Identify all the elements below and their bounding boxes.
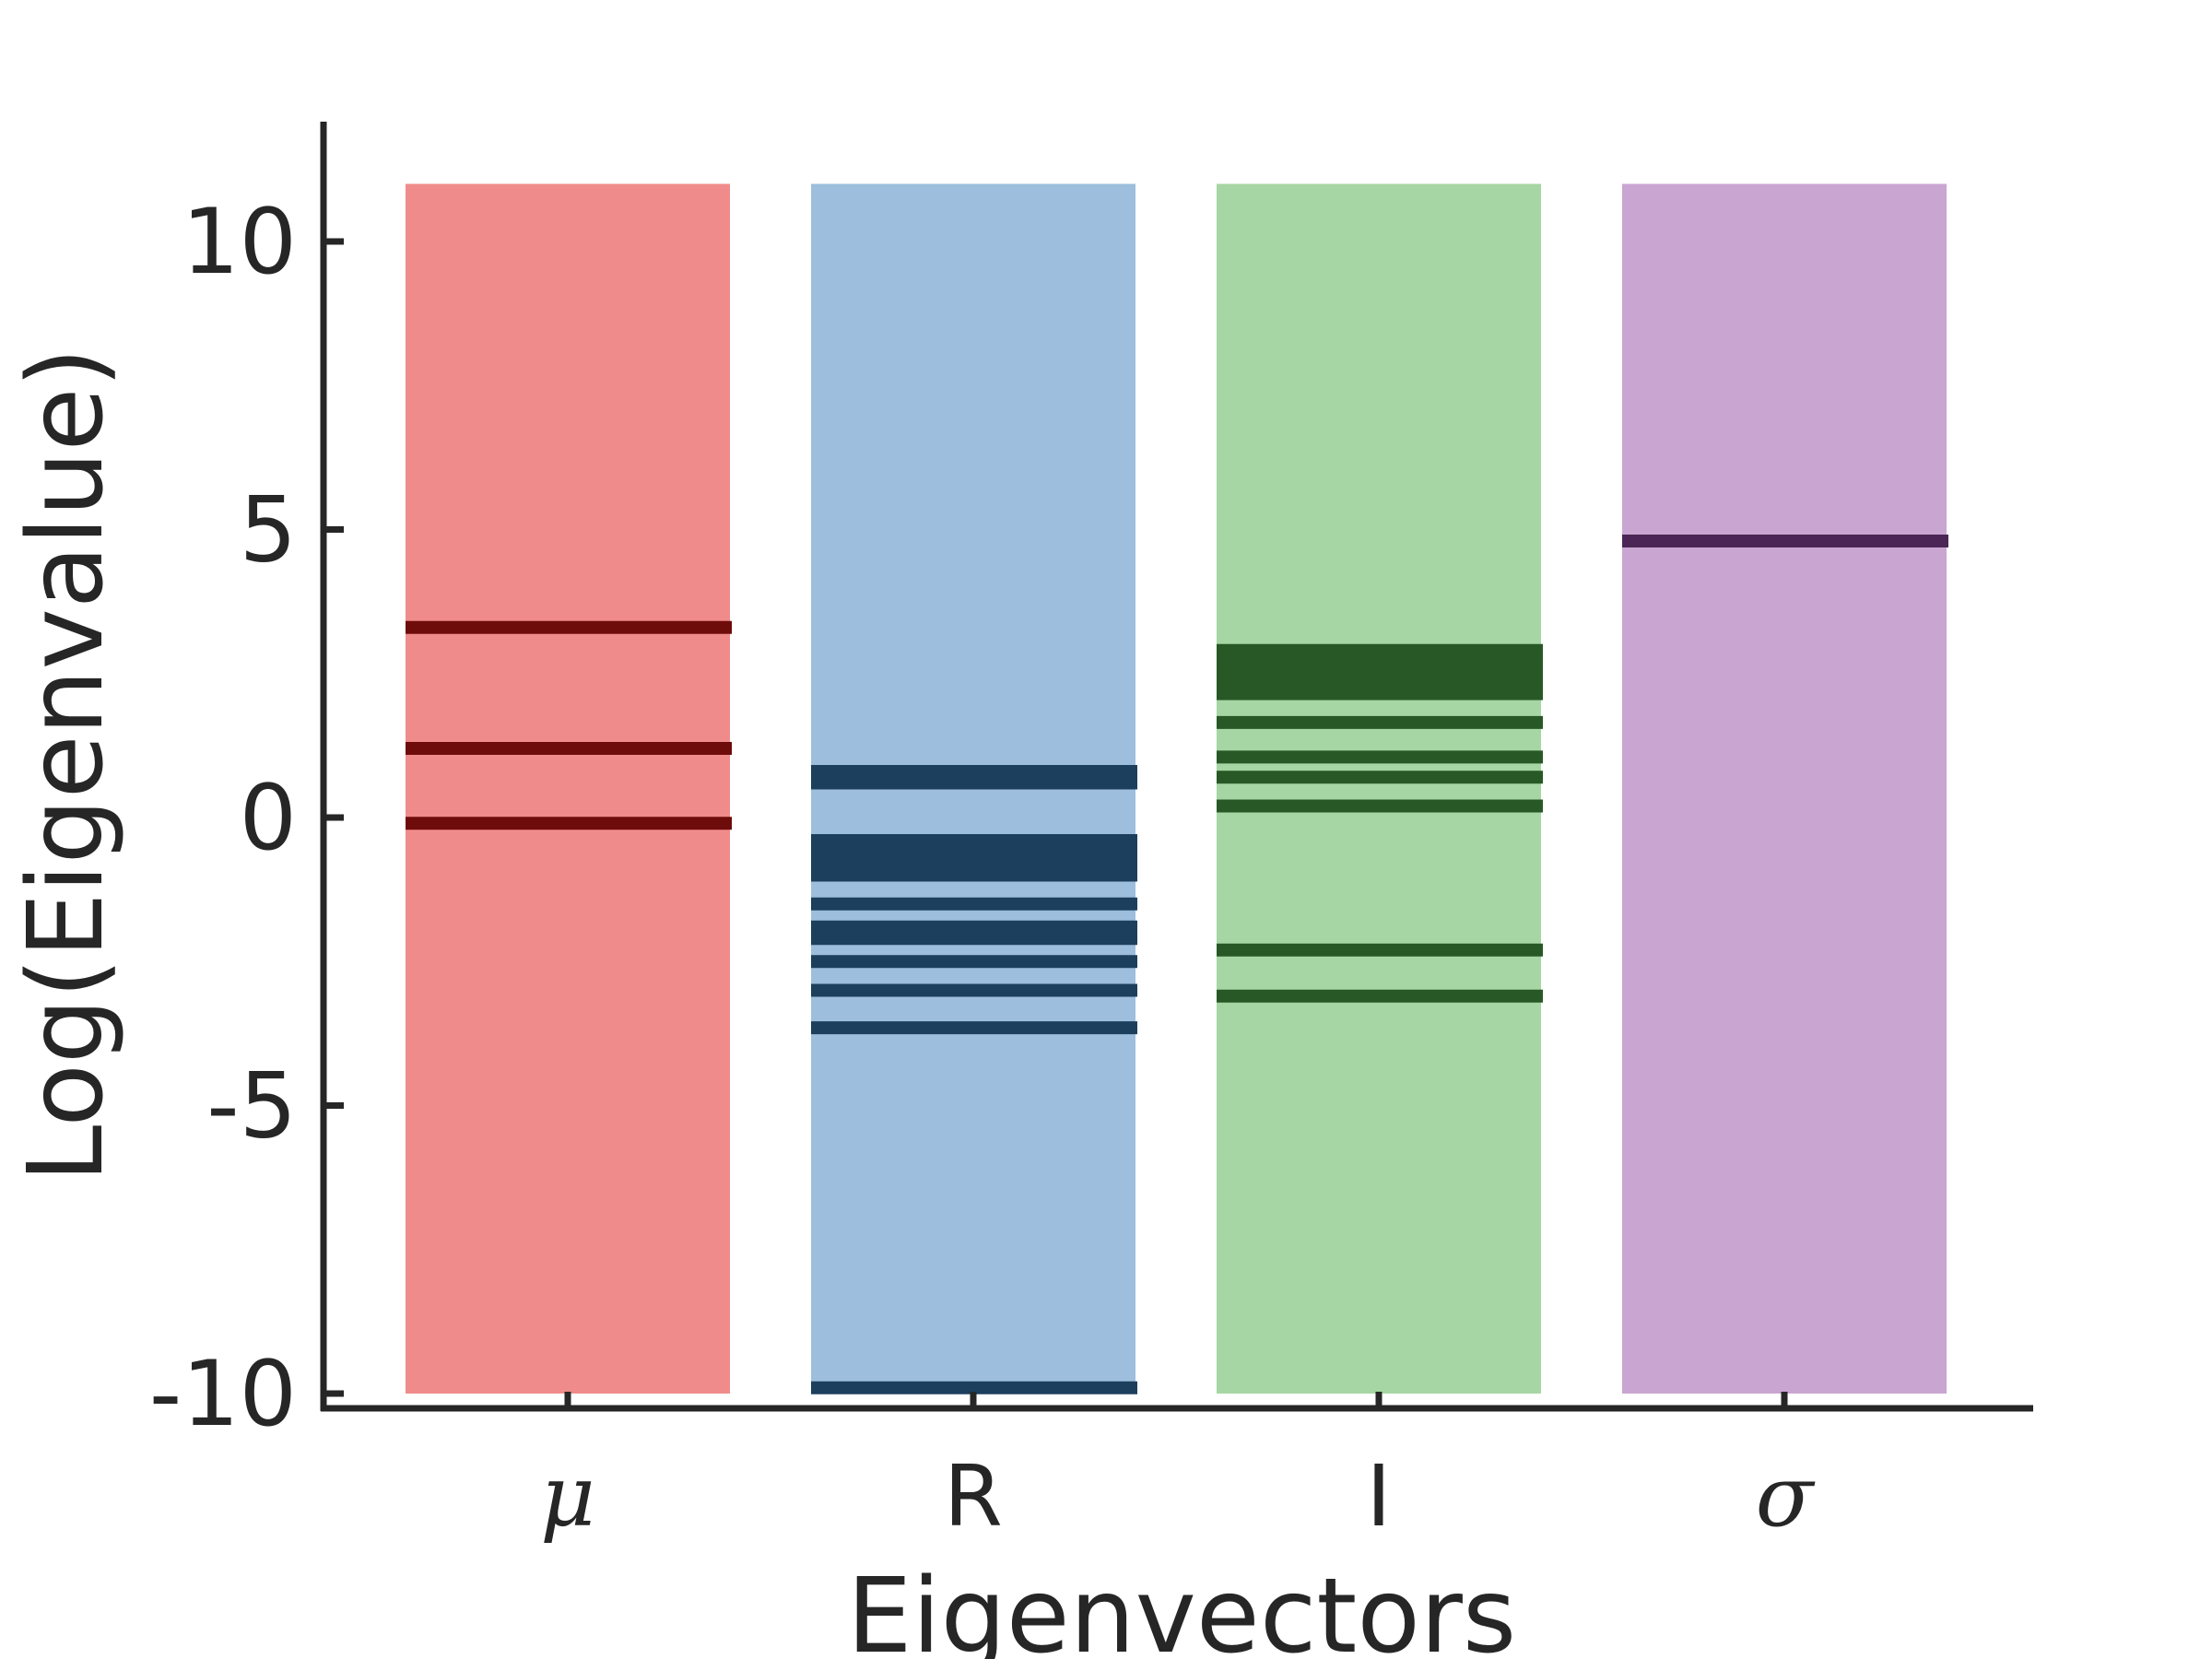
x-tick-label: μ [540,1447,595,1546]
bar-3 [1217,183,1541,1394]
eigenvalue-line [811,920,1137,934]
y-tick-label: 5 [240,478,297,583]
eigenvalue-line [406,620,732,634]
eigenvalue-line [811,983,1137,997]
y-tick-label: -10 [149,1342,297,1447]
y-tick-label: 0 [240,766,297,871]
y-tick-label: -5 [206,1054,297,1159]
eigenvalue-line [406,742,732,755]
eigenvalue-line [811,845,1137,859]
eigenvalue-line [811,1021,1137,1035]
x-tick-label: I [1366,1447,1391,1546]
eigenvalue-line [811,1381,1137,1394]
eigenvalue-line [811,834,1137,847]
eigenvalue-line [1217,799,1543,813]
bar-4 [1622,183,1947,1394]
y-tick-label: 10 [182,190,297,295]
eigenvalue-line [1217,715,1543,729]
eigenvalue-line [1622,535,1948,547]
y-ticks-layer: 10 5 0 -5 -10 [149,190,344,1447]
eigenvalue-line [1217,750,1543,764]
eigenvalue-line [406,817,732,830]
eigenvalue-line [1217,989,1543,1003]
eigenvalue-line [1217,655,1543,669]
eigenvalue-line [811,897,1137,911]
eigenvalue-line [811,765,1137,778]
eigenvalue-line [1217,643,1543,657]
eigenvalue-line [811,868,1137,882]
x-tick-label: σ [1756,1447,1816,1546]
bars-layer [406,183,1947,1394]
eigenvalue-lines-layer [406,535,1948,1394]
eigenvalue-line [1217,666,1543,680]
eigenvalue-line [811,776,1137,790]
bar-1 [406,183,730,1394]
y-axis-title: Log(Eigenvalue) [6,347,126,1182]
eigenvalue-line [1217,687,1543,700]
axes-layer [320,122,2033,1412]
eigenvalue-line [811,932,1137,946]
eigenvalue-line [1217,943,1543,957]
eigenvalue-line [811,955,1137,969]
eigenvalue-line [811,857,1137,870]
x-tick-label: R [944,1447,1003,1546]
eigenvalue-line [1217,771,1543,784]
x-axis-title: Eigenvectors [847,1557,1516,1659]
